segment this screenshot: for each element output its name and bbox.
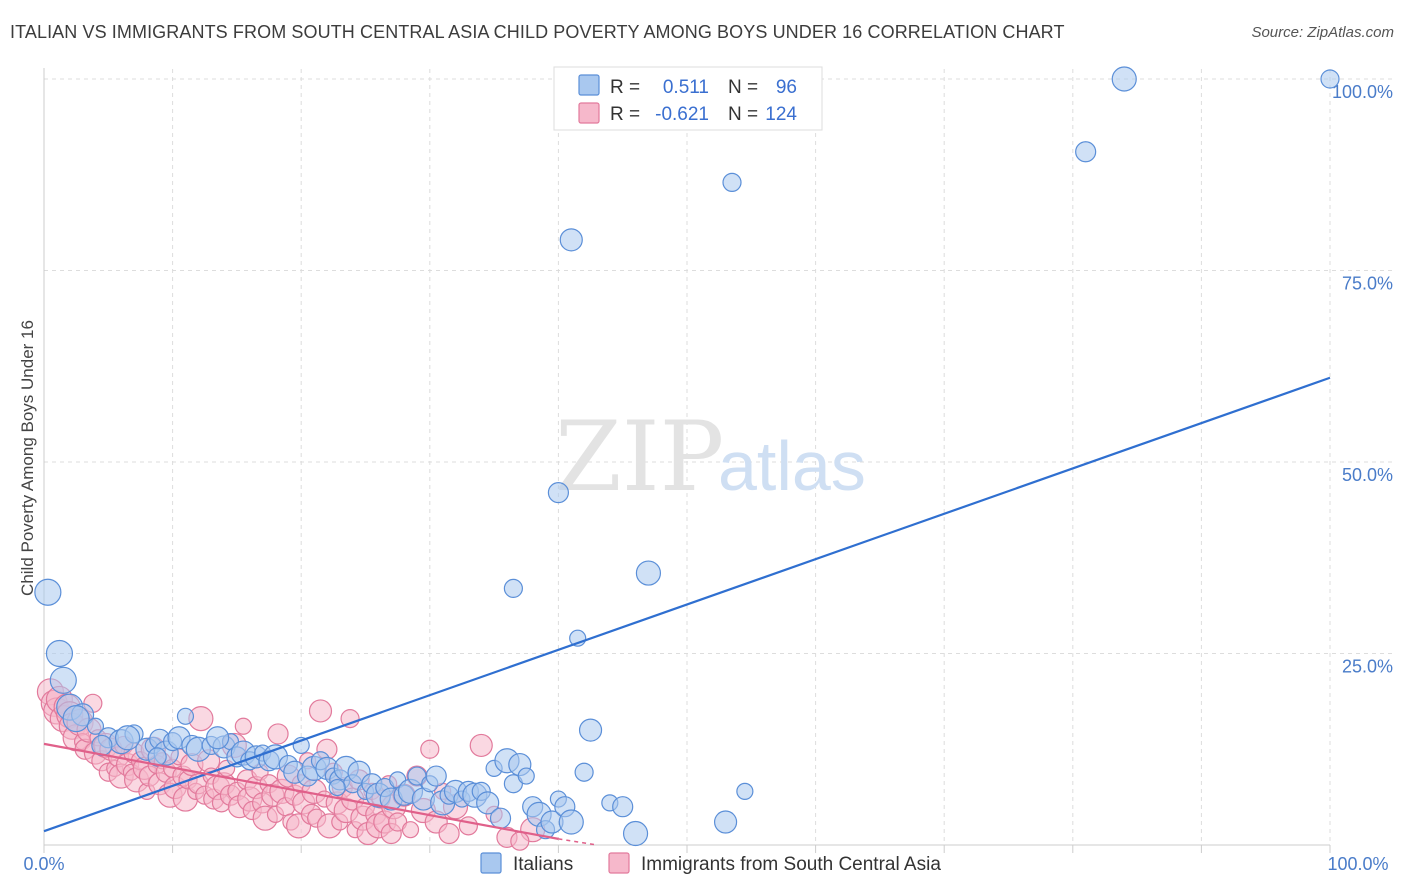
blue-point [713,810,738,834]
blue-point [578,718,603,742]
trendline-immigrants-dashed [558,838,598,846]
blue-point [489,807,512,829]
blue-point [559,228,583,252]
pink-point [401,821,420,839]
legend-r-value-1: -0.621 [655,104,709,125]
chart-title: ITALIAN VS IMMIGRANTS FROM SOUTH CENTRAL… [10,22,1065,42]
blue-point [517,767,535,785]
legend-swatch-immigrants [578,102,600,124]
blue-point [147,747,167,767]
blue-point [722,172,742,193]
watermark-zip: ZIP [555,401,724,513]
axes: 100.0% 75.0% 50.0% 25.0% 0.0% 100.0% [23,68,1393,874]
pink-point [510,831,530,851]
blue-point [114,725,141,751]
blue-point [62,705,90,733]
bottom-legend-swatch-italians [480,852,502,874]
watermark-atlas: atlas [718,427,866,505]
pink-point [458,816,478,836]
blue-point [176,707,195,725]
y-tick-label: 50.0% [1342,465,1393,485]
y-tick-label: 75.0% [1342,274,1393,294]
legend-swatch-italians [578,74,600,96]
pink-point [308,699,333,723]
legend-r-value-0: 0.511 [663,77,709,98]
grid-lines [44,69,1392,845]
blue-point [45,639,74,668]
pink-point [340,709,360,729]
bottom-legend: Italians Immigrants from South Central A… [480,852,941,875]
blue-point [503,578,523,598]
bottom-legend-label-italians: Italians [513,854,573,875]
blue-point [86,717,105,735]
blue-point [736,782,754,800]
y-tick-label: 100.0% [1332,82,1393,102]
blue-series-points [34,66,1340,847]
legend-n-label-1: N = [728,104,758,125]
blue-point [328,778,346,797]
x-tick-label: 100.0% [1327,854,1388,874]
blue-point [1075,141,1097,163]
blue-point [635,560,662,586]
blue-point [206,726,230,750]
legend-r-label-0: R = [610,77,640,98]
trendline-italians [43,376,1331,833]
legend-n-value-0: 96 [776,77,797,98]
blue-point [622,820,649,847]
trend-lines [43,376,1331,846]
y-tick-label: 25.0% [1342,657,1393,677]
pink-series-points [36,678,546,851]
legend-n-value-1: 124 [765,104,797,125]
blue-point [1320,69,1340,89]
source-credit: Source: ZipAtlas.com [1251,24,1394,41]
blue-point [34,578,62,606]
legend-n-label-0: N = [728,77,758,98]
bottom-legend-label-immigrants: Immigrants from South Central Asia [641,854,941,875]
blue-point [574,762,594,782]
watermark: ZIP atlas [555,401,866,513]
pink-point [420,739,440,759]
blue-point [547,482,570,504]
y-axis-label: Child Poverty Among Boys Under 16 [18,320,37,596]
blue-point [425,765,447,787]
stats-legend: R = 0.511 N = 96 R = -0.621 N = 124 [553,66,823,131]
pink-point [438,822,460,845]
pink-point [469,733,493,758]
trendline-immigrants [43,742,559,840]
blue-point [558,809,584,835]
x-tick-label: 0.0% [23,854,64,874]
blue-point [49,666,77,694]
blue-point [612,796,634,818]
blue-point [1111,66,1137,92]
pink-point [267,723,289,745]
blue-point [476,791,500,815]
legend-r-label-1: R = [610,104,640,125]
pink-point [234,717,252,735]
bottom-legend-swatch-immigrants [608,852,630,874]
